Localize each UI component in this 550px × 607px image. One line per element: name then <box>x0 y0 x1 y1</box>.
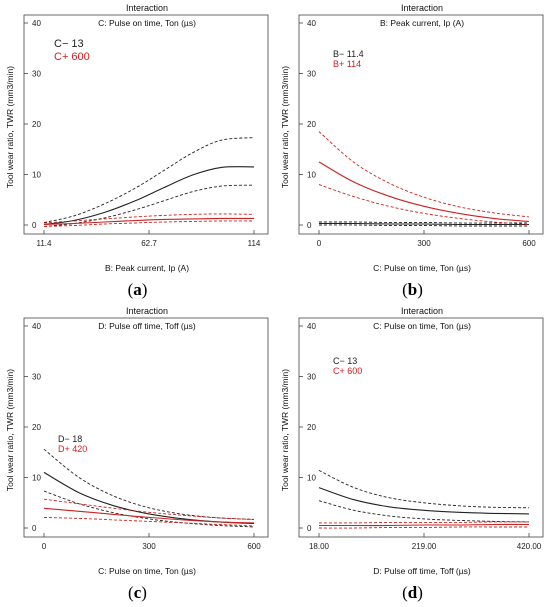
series-2-upper-band <box>318 521 529 524</box>
chart-header: Interaction <box>401 306 443 316</box>
chart-title: C: Pulse on time, Ton (µs) <box>98 18 196 28</box>
y-tick-label: 40 <box>32 322 41 331</box>
caption-a: (a) <box>127 280 148 299</box>
chart-header: Interaction <box>126 306 168 316</box>
x-tick-label: 11.4 <box>37 239 53 248</box>
chart-c-svg: Interaction D: Pulse off time, Toff (µs) 0… <box>5 306 269 576</box>
x-tick-label: 600 <box>247 542 261 551</box>
y-tick-label: 40 <box>307 19 316 28</box>
y-tick-label: 30 <box>32 373 41 382</box>
legend-entry: B− 11.4 <box>333 49 364 59</box>
series-1-lower-band <box>318 500 530 523</box>
series-2-lower-band <box>43 516 255 527</box>
y-tick-label: 10 <box>32 171 41 180</box>
x-tick-label: 219.00 <box>412 542 437 551</box>
series-2-upper-band <box>43 498 255 520</box>
y-tick-label: 0 <box>32 524 37 533</box>
series-1-upper-band <box>318 469 530 509</box>
x-axis-label: B: Peak current, Ip (A) <box>105 263 189 273</box>
x-axis-label: C: Pulse on time, Ton (µs) <box>373 263 471 273</box>
chart-title: B: Peak current, Ip (A) <box>380 18 464 28</box>
y-axis-label: Tool wear ratio, TWR (mm3/min) <box>5 66 15 188</box>
series-2-line <box>318 161 530 223</box>
series-2-lower-band <box>318 526 529 529</box>
y-tick-label: 20 <box>32 120 41 129</box>
x-tick-label: 18.00 <box>309 542 330 551</box>
y-tick-label: 0 <box>307 221 312 230</box>
y-tick-label: 20 <box>307 120 316 129</box>
chart-panel-a: Interaction C: Pulse on time, Ton (µs) 0 10… <box>0 0 275 303</box>
legend-entry: D+ 420 <box>58 444 87 454</box>
chart-panel-c: Interaction D: Pulse off time, Toff (µs) 0… <box>0 303 275 606</box>
series-2-line <box>43 507 255 524</box>
series-1-upper-band <box>318 221 529 224</box>
series-1-upper-band <box>43 448 255 520</box>
y-tick-label: 0 <box>307 524 312 533</box>
x-tick-label: 420.00 <box>517 542 542 551</box>
plot-frame <box>298 14 544 235</box>
x-tick-label: 0 <box>317 239 322 248</box>
legend-entry: D− 18 <box>58 434 82 444</box>
x-axis-label: D: Pulse off time, Toff (µs) <box>373 566 471 576</box>
legend-entry: C+ 600 <box>333 366 362 376</box>
y-tick-label: 10 <box>307 474 316 483</box>
caption-c: (c) <box>128 583 147 602</box>
legend-entry: C− 13 <box>333 356 357 366</box>
legend-entry: C− 13 <box>54 38 84 50</box>
series-1-lower-band <box>318 224 529 227</box>
y-tick-label: 30 <box>32 70 41 79</box>
y-tick-label: 20 <box>307 423 316 432</box>
plot-frame <box>298 317 544 538</box>
y-tick-label: 40 <box>32 19 41 28</box>
series-2-upper-band <box>318 131 530 218</box>
x-tick-label: 0 <box>42 542 47 551</box>
series-1-line <box>43 471 255 525</box>
chart-header: Interaction <box>401 3 443 13</box>
chart-d-svg: Interaction C: Pulse on time, Ton (µs) 0 10… <box>280 306 544 576</box>
y-tick-label: 0 <box>32 221 37 230</box>
legend-entry: C+ 600 <box>54 51 90 63</box>
plot-frame <box>23 14 269 235</box>
chart-b-svg: Interaction B: Peak current, Ip (A) 0 10 20 3… <box>280 3 544 273</box>
series-2-line <box>319 523 530 527</box>
series-2-lower-band <box>43 220 255 227</box>
series-1-line <box>318 222 529 226</box>
chart-title: D: Pulse off time, Toff (µs) <box>98 321 196 331</box>
chart-title: C: Pulse on time, Ton (µs) <box>373 321 471 331</box>
caption-b: (b) <box>402 280 423 299</box>
y-tick-label: 30 <box>307 70 316 79</box>
x-tick-label: 62.7 <box>141 239 157 248</box>
chart-panel-d: Interaction C: Pulse on time, Ton (µs) 0 10… <box>275 303 550 606</box>
x-tick-label: 114 <box>248 239 261 248</box>
y-axis-label: Tool wear ratio, TWR (mm3/min) <box>280 66 290 188</box>
series-2-lower-band <box>318 184 530 225</box>
chart-header: Interaction <box>126 3 168 13</box>
y-axis-label: Tool wear ratio, TWR (mm3/min) <box>280 369 290 491</box>
chart-panel-b: Interaction B: Peak current, Ip (A) 0 10 20 3… <box>275 0 550 303</box>
y-tick-label: 10 <box>32 474 41 483</box>
series-2-upper-band <box>43 213 255 224</box>
y-tick-label: 10 <box>307 171 316 180</box>
y-tick-label: 30 <box>307 373 316 382</box>
x-tick-label: 300 <box>417 239 431 248</box>
caption-d: (d) <box>402 583 423 602</box>
y-tick-label: 40 <box>307 322 316 331</box>
series-1-line <box>43 166 255 226</box>
x-tick-label: 300 <box>142 542 156 551</box>
plot-frame <box>23 317 269 538</box>
series-1-upper-band <box>43 137 255 223</box>
y-tick-label: 20 <box>32 423 41 432</box>
x-tick-label: 600 <box>522 239 536 248</box>
x-axis-label: C: Pulse on time, Ton (µs) <box>98 566 196 576</box>
y-axis-label: Tool wear ratio, TWR (mm3/min) <box>5 369 15 491</box>
chart-a-svg: Interaction C: Pulse on time, Ton (µs) 0 10… <box>5 3 269 273</box>
series-2-line <box>43 217 254 226</box>
legend-entry: B+ 114 <box>333 59 361 69</box>
series-1-line <box>318 487 530 515</box>
